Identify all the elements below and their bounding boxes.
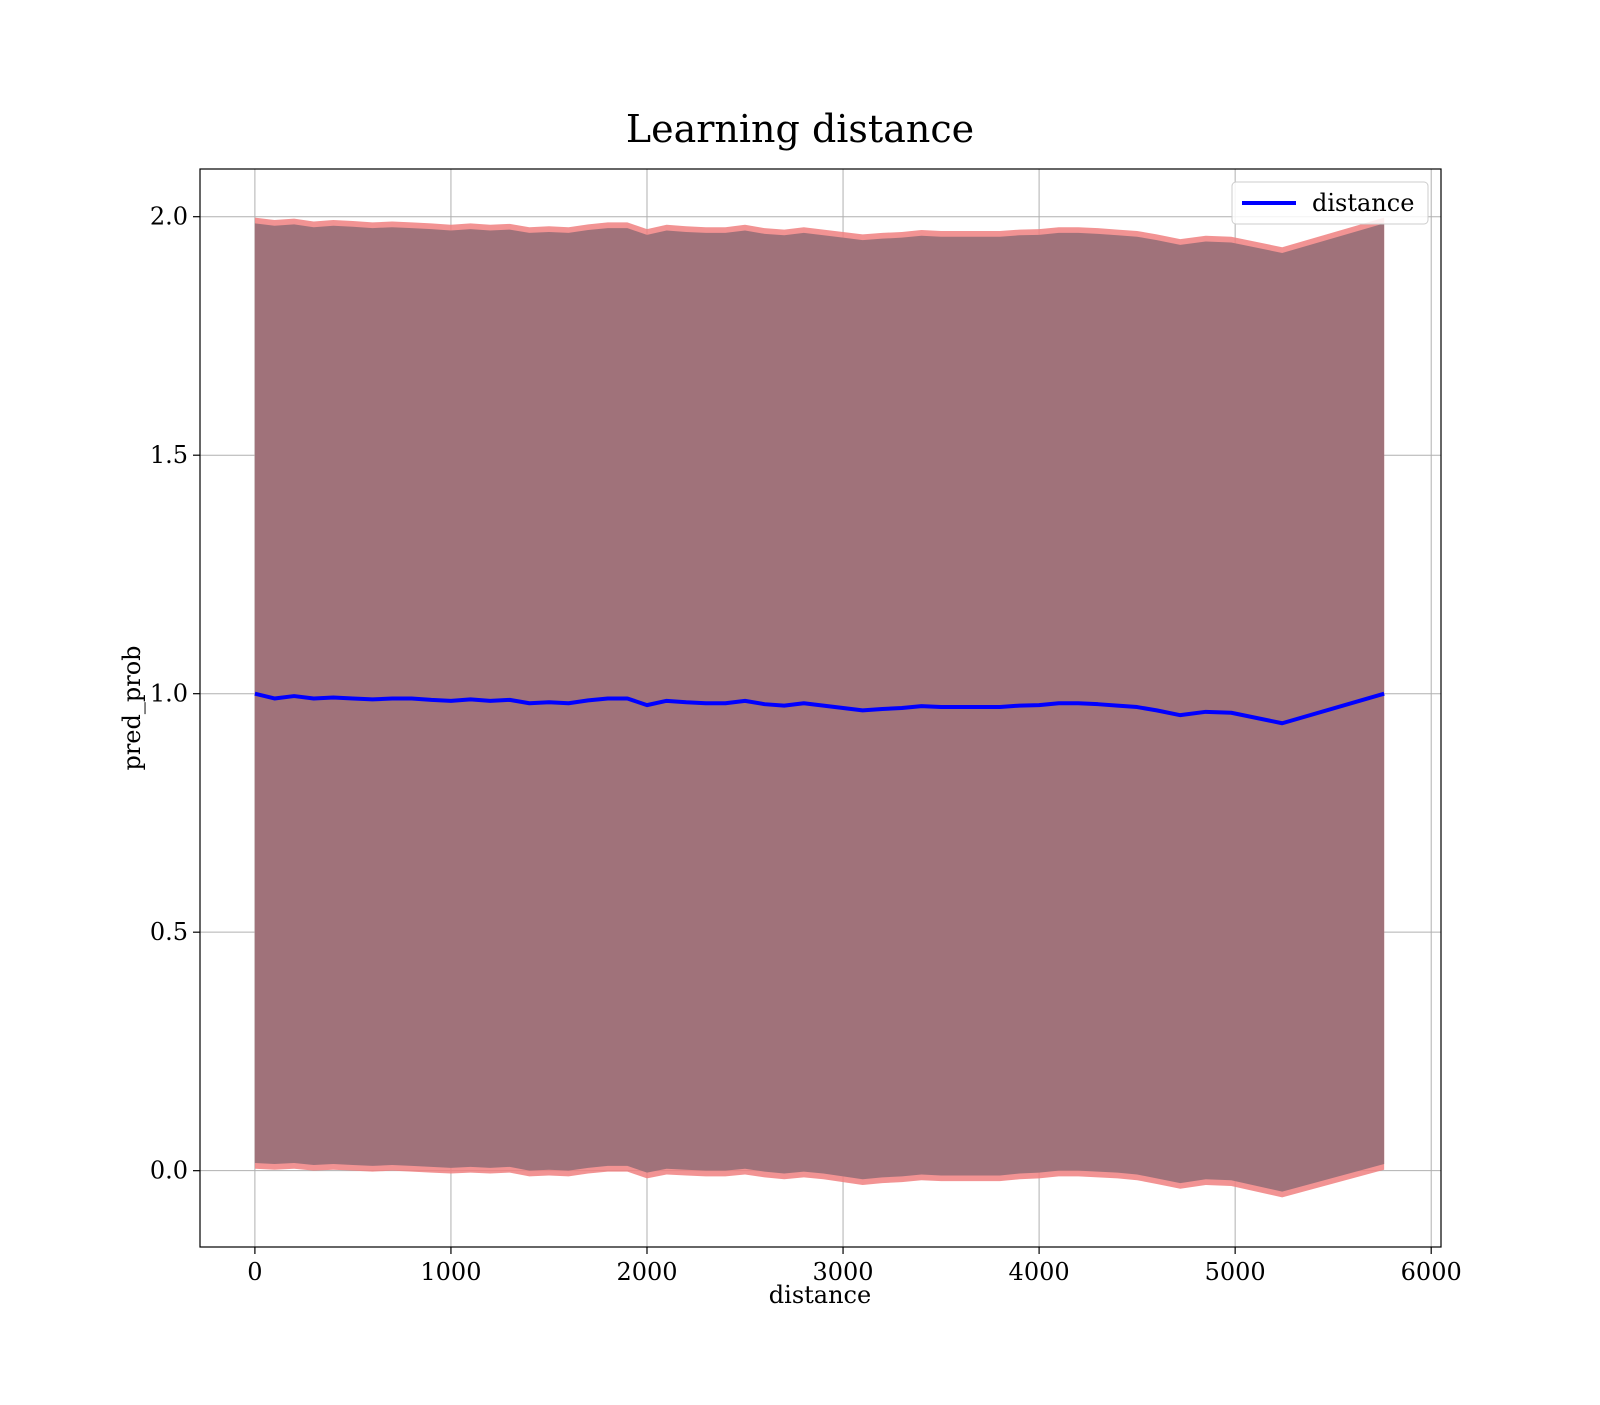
y-tick-label: 1.0 (150, 680, 188, 708)
x-tick-label: 1000 (420, 1258, 481, 1286)
y-tick-label: 2.0 (150, 203, 188, 231)
x-tick-label: 2000 (616, 1258, 677, 1286)
confidence-bands (254, 217, 1385, 1198)
legend-box (1231, 181, 1429, 225)
y-axis-ticks: 0.0 0.5 1.0 1.5 2.0 (150, 203, 200, 1185)
x-axis-ticks: 0 1000 2000 3000 4000 5000 6000 (247, 1247, 1462, 1286)
inner-band (254, 223, 1385, 1192)
x-tick-label: 3000 (813, 1258, 874, 1286)
legend-label: distance (1312, 189, 1414, 217)
legend: distance (1231, 181, 1429, 225)
series-lines (254, 691, 1385, 726)
y-tick-label: 1.5 (150, 441, 188, 469)
y-tick-label: 0.5 (150, 918, 188, 946)
x-tick-label: 6000 (1401, 1258, 1462, 1286)
x-tick-label: 0 (247, 1258, 262, 1286)
chart-title: Learning distance (626, 107, 974, 151)
plot-frame (199, 168, 1442, 1248)
x-tick-label: 4000 (1009, 1258, 1070, 1286)
x-axis-label: distance (769, 1281, 871, 1309)
y-axis-label: pred_prob (118, 645, 146, 770)
y-tick-label: 0.0 (150, 1157, 188, 1185)
series-line (254, 691, 1385, 726)
x-tick-label: 5000 (1205, 1258, 1266, 1286)
